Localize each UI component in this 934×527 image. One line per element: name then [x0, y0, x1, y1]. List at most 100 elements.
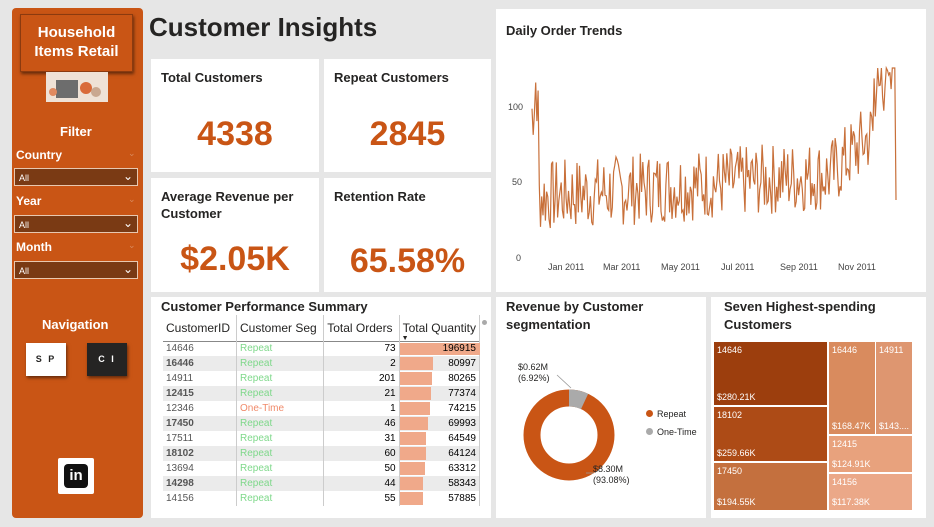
- x-tick-label: Mar 2011: [603, 262, 641, 272]
- column-header-total-quantity[interactable]: Total Quantity ▼: [399, 315, 481, 342]
- tile-id: 14911: [879, 345, 904, 355]
- treemap-tile[interactable]: 14156 $117.38K: [829, 474, 912, 510]
- kpi-value: 65.58%: [349, 242, 466, 280]
- cell-customerid: 14298: [163, 476, 237, 491]
- x-tick-label: Sep 2011: [780, 262, 818, 272]
- tile-id: 16446: [832, 345, 858, 355]
- table-row[interactable]: 16446 Repeat 2 80997: [163, 356, 481, 371]
- tile-value: $280.21K: [717, 392, 756, 402]
- cell-customerid: 14911: [163, 371, 237, 386]
- legend-item-repeat[interactable]: Repeat: [646, 409, 686, 419]
- cell-total-quantity: 64124: [399, 446, 481, 461]
- kpi-repeat-customers: Repeat Customers 2845: [324, 59, 491, 172]
- table-row[interactable]: 17450 Repeat 46 69993: [163, 416, 481, 431]
- quantity-value: 74215: [448, 403, 476, 414]
- treemap-tile[interactable]: 17450 $194.55K: [714, 463, 827, 510]
- scrollbar-thumb[interactable]: [482, 320, 487, 325]
- quantity-value: 196915: [442, 343, 476, 355]
- kpi-value: 4338: [197, 115, 273, 153]
- cell-customer-seg: One-Time: [236, 401, 325, 416]
- chart-title-line-1: Seven Highest-spending: [724, 299, 876, 314]
- donut-svg: [523, 374, 615, 481]
- daily-order-trends-chart: Daily Order Trends 100 50 0 Jan 2011 Mar…: [496, 9, 926, 292]
- linkedin-button[interactable]: in: [58, 458, 94, 494]
- kpi-value: 2845: [369, 115, 446, 153]
- treemap-tile[interactable]: 12415 $124.91K: [829, 436, 912, 472]
- table-row[interactable]: 14156 Repeat 55 57885: [163, 491, 481, 506]
- chevron-down-icon[interactable]: ⌄: [128, 240, 136, 250]
- cell-customerid: 12346: [163, 401, 237, 416]
- sort-desc-icon: ▼: [401, 335, 409, 342]
- cell-customer-seg: Repeat: [236, 386, 325, 401]
- column-header-customer-seg[interactable]: Customer Seg: [236, 315, 325, 341]
- quantity-bar: [399, 477, 424, 490]
- table-row[interactable]: 12415 Repeat 21 77374: [163, 386, 481, 401]
- year-select-value: All: [19, 220, 30, 230]
- y-tick-label: 50: [512, 177, 523, 187]
- nav-button-ci[interactable]: C I: [87, 343, 127, 376]
- treemap-tile[interactable]: 14911 $143....: [876, 342, 912, 434]
- treemap-tile[interactable]: 16446 $168.47K: [829, 342, 875, 434]
- table-row[interactable]: 18102 Repeat 60 64124: [163, 446, 481, 461]
- table-row[interactable]: 14911 Repeat 201 80265: [163, 371, 481, 386]
- donut-label-repeat-pct: (93.08%): [593, 475, 630, 485]
- quantity-value: 69993: [448, 418, 476, 429]
- tile-value: $143....: [879, 421, 910, 431]
- cell-customerid: 17450: [163, 416, 237, 431]
- customer-performance-summary: Customer Performance Summary CustomerID …: [151, 297, 491, 518]
- cell-total-quantity: 77374: [399, 386, 481, 401]
- cell-total-quantity: 64549: [399, 431, 481, 446]
- cell-customerid: 13694: [163, 461, 237, 476]
- cell-total-quantity: 196915: [399, 341, 481, 356]
- filter-title: Filter: [60, 124, 92, 139]
- country-select[interactable]: All ⌄: [14, 168, 138, 186]
- quantity-bar: [399, 447, 426, 460]
- table-row[interactable]: 14646 Repeat 73 196915: [163, 341, 481, 356]
- cell-total-orders: 1: [323, 401, 400, 416]
- logo-image: [46, 72, 108, 102]
- x-tick-label: Nov 2011: [838, 262, 876, 272]
- kpi-average-revenue: Average Revenue per Customer $2.05K: [151, 178, 319, 292]
- chevron-down-icon: ⌄: [122, 216, 133, 230]
- summary-table: CustomerID Customer Seg Total Orders Tot…: [163, 315, 481, 506]
- kpi-value: $2.05K: [180, 240, 290, 278]
- cell-total-quantity: 63312: [399, 461, 481, 476]
- year-select[interactable]: All ⌄: [14, 215, 138, 233]
- quantity-bar: [399, 492, 424, 505]
- chevron-down-icon[interactable]: ⌄: [128, 148, 136, 158]
- cell-total-quantity: 57885: [399, 491, 481, 506]
- country-select-value: All: [19, 173, 30, 183]
- treemap-tile[interactable]: 18102 $259.66K: [714, 407, 827, 461]
- kpi-label: Average Revenue per Customer: [161, 189, 294, 221]
- cell-total-quantity: 74215: [399, 401, 481, 416]
- cell-total-orders: 46: [323, 416, 400, 431]
- cell-customer-seg: Repeat: [236, 431, 325, 446]
- chevron-down-icon[interactable]: ⌄: [128, 194, 136, 204]
- column-header-customerid[interactable]: CustomerID: [163, 315, 237, 341]
- quantity-value: 64124: [448, 448, 476, 459]
- quantity-bar: [399, 432, 426, 445]
- cell-customer-seg: Repeat: [236, 446, 325, 461]
- quantity-bar: [399, 462, 426, 475]
- chart-title-line-2: segmentation: [506, 317, 591, 332]
- cell-customer-seg: Repeat: [236, 356, 325, 371]
- legend-dot: [646, 428, 653, 435]
- table-row[interactable]: 13694 Repeat 50 63312: [163, 461, 481, 476]
- cell-customer-seg: Repeat: [236, 371, 325, 386]
- legend-item-one-time[interactable]: One-Time: [646, 427, 697, 437]
- month-select[interactable]: All ⌄: [14, 261, 138, 279]
- nav-button-sp[interactable]: S P: [26, 343, 66, 376]
- column-header-total-orders[interactable]: Total Orders: [323, 315, 400, 341]
- treemap-tile[interactable]: 14646 $280.21K: [714, 342, 827, 405]
- table-row[interactable]: 17511 Repeat 31 64549: [163, 431, 481, 446]
- tile-id: 14646: [717, 345, 743, 355]
- quantity-value: 63312: [448, 463, 476, 474]
- tile-value: $259.66K: [717, 448, 756, 458]
- cell-total-orders: 21: [323, 386, 400, 401]
- table-row[interactable]: 12346 One-Time 1 74215: [163, 401, 481, 416]
- y-tick-label: 0: [516, 253, 522, 263]
- quantity-value: 57885: [448, 493, 476, 504]
- table-row[interactable]: 14298 Repeat 44 58343: [163, 476, 481, 491]
- kpi-label: Retention Rate: [334, 189, 426, 204]
- logo-line-2: Items Retail: [34, 43, 119, 60]
